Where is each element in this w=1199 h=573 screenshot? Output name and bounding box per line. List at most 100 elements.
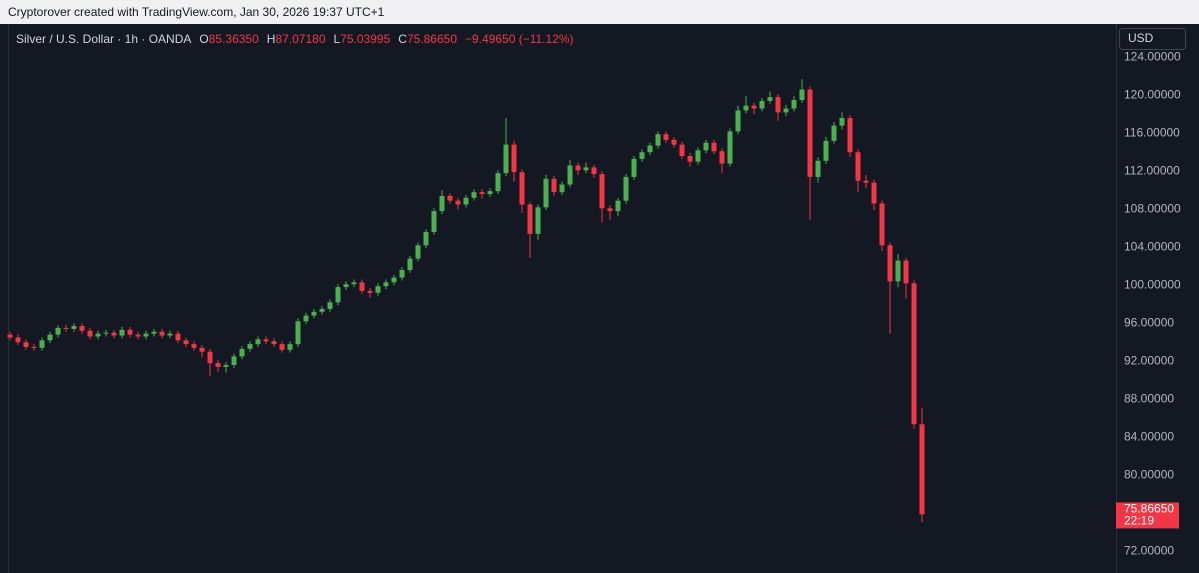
candle-body — [455, 200, 461, 205]
candle-body — [855, 152, 861, 181]
candle-body — [47, 334, 53, 341]
candle-body — [839, 118, 845, 126]
candle-body — [255, 339, 261, 345]
candle-body — [711, 142, 717, 152]
currency-box[interactable] — [1119, 28, 1186, 50]
candle-body — [167, 333, 173, 336]
legend-value: 85.36350 — [209, 32, 259, 46]
candle-body — [919, 424, 925, 515]
candle-body — [15, 337, 21, 343]
candle-body — [871, 182, 877, 204]
candle-body — [447, 195, 453, 201]
candle-body — [311, 311, 317, 316]
candle-body — [671, 139, 677, 145]
candle-body — [783, 108, 789, 113]
candle-body — [327, 302, 333, 309]
legend-label: L — [334, 32, 341, 46]
candle-body — [319, 308, 325, 312]
candle-body — [703, 142, 709, 151]
last-price-box — [1116, 502, 1179, 529]
candle-body — [415, 245, 421, 259]
candle-body — [719, 151, 725, 164]
candle-body — [103, 332, 109, 334]
candle-body — [639, 152, 645, 159]
candle-body — [191, 344, 197, 348]
candle-body — [895, 260, 901, 282]
candle-body — [71, 326, 77, 329]
candle-body — [439, 195, 445, 212]
legend-value: 87.07180 — [275, 32, 325, 46]
candle-body — [207, 351, 213, 364]
candle-body — [431, 211, 437, 233]
candle-body — [847, 118, 853, 153]
candle-body — [879, 203, 885, 246]
candle-body — [735, 110, 741, 132]
candle-body — [159, 331, 165, 336]
header-bar — [0, 0, 1199, 24]
candle-body — [759, 100, 765, 109]
candle-body — [183, 340, 189, 345]
legend-label: H — [267, 32, 276, 46]
candle-body — [351, 282, 357, 285]
currency[interactable]: USD — [1128, 31, 1154, 45]
candle-body — [551, 178, 557, 193]
candle-body — [591, 167, 597, 175]
candle-body — [815, 160, 821, 177]
candle-body — [535, 207, 541, 234]
legend: Silver / U.S. Dollar · 1h · OANDA O85.363… — [16, 32, 574, 46]
candle-body — [175, 333, 181, 341]
candle-body — [727, 131, 733, 164]
countdown: 22:19 — [1124, 514, 1154, 528]
candle-body — [687, 156, 693, 162]
y-tick-label: 88.00000 — [1124, 391, 1174, 405]
candle-body — [623, 176, 629, 201]
chart-background — [0, 24, 1199, 573]
candle-body — [151, 331, 157, 334]
candle-body — [655, 134, 661, 146]
y-tick-label: 124.00000 — [1124, 49, 1181, 63]
y-tick-label: 100.00000 — [1124, 277, 1181, 291]
candle-body — [887, 245, 893, 282]
candle-body — [127, 329, 133, 335]
legend-value: 75.86650 — [407, 32, 457, 46]
candle-body — [135, 334, 141, 337]
candle-body — [751, 105, 757, 109]
candle-body — [527, 204, 533, 234]
candle-body — [495, 173, 501, 192]
candle-body — [399, 270, 405, 278]
y-tick-label: 120.00000 — [1124, 87, 1181, 101]
candle-body — [559, 184, 565, 193]
candle-body — [695, 150, 701, 162]
candle-body — [263, 339, 269, 342]
candle-body — [519, 172, 525, 205]
candle-body — [95, 333, 101, 337]
candle-body — [79, 326, 85, 331]
legend-value: 75.03995 — [340, 32, 390, 46]
candle-body — [631, 158, 637, 177]
candle-body — [335, 287, 341, 303]
candle-body — [791, 99, 797, 109]
y-tick-label: 72.00000 — [1124, 543, 1174, 557]
candle-body — [575, 165, 581, 171]
candle-body — [407, 258, 413, 271]
y-tick-label: 80.00000 — [1124, 467, 1174, 481]
candle-body — [295, 321, 301, 345]
candle-body — [583, 167, 589, 171]
candle-body — [23, 342, 29, 347]
candle-body — [775, 97, 781, 113]
candle-body — [199, 347, 205, 352]
candle-body — [607, 208, 613, 212]
candle-body — [143, 333, 149, 337]
legend-label: C — [398, 32, 407, 46]
legend-label: O — [199, 32, 208, 46]
candle-body — [215, 363, 221, 367]
candle-body — [359, 282, 365, 291]
candle-body — [799, 89, 805, 100]
candle-body — [807, 89, 813, 177]
candle-body — [31, 346, 37, 348]
candle-body — [599, 174, 605, 209]
candle-body — [39, 340, 45, 348]
candle-body — [239, 348, 245, 357]
y-tick-label: 112.00000 — [1124, 163, 1180, 177]
